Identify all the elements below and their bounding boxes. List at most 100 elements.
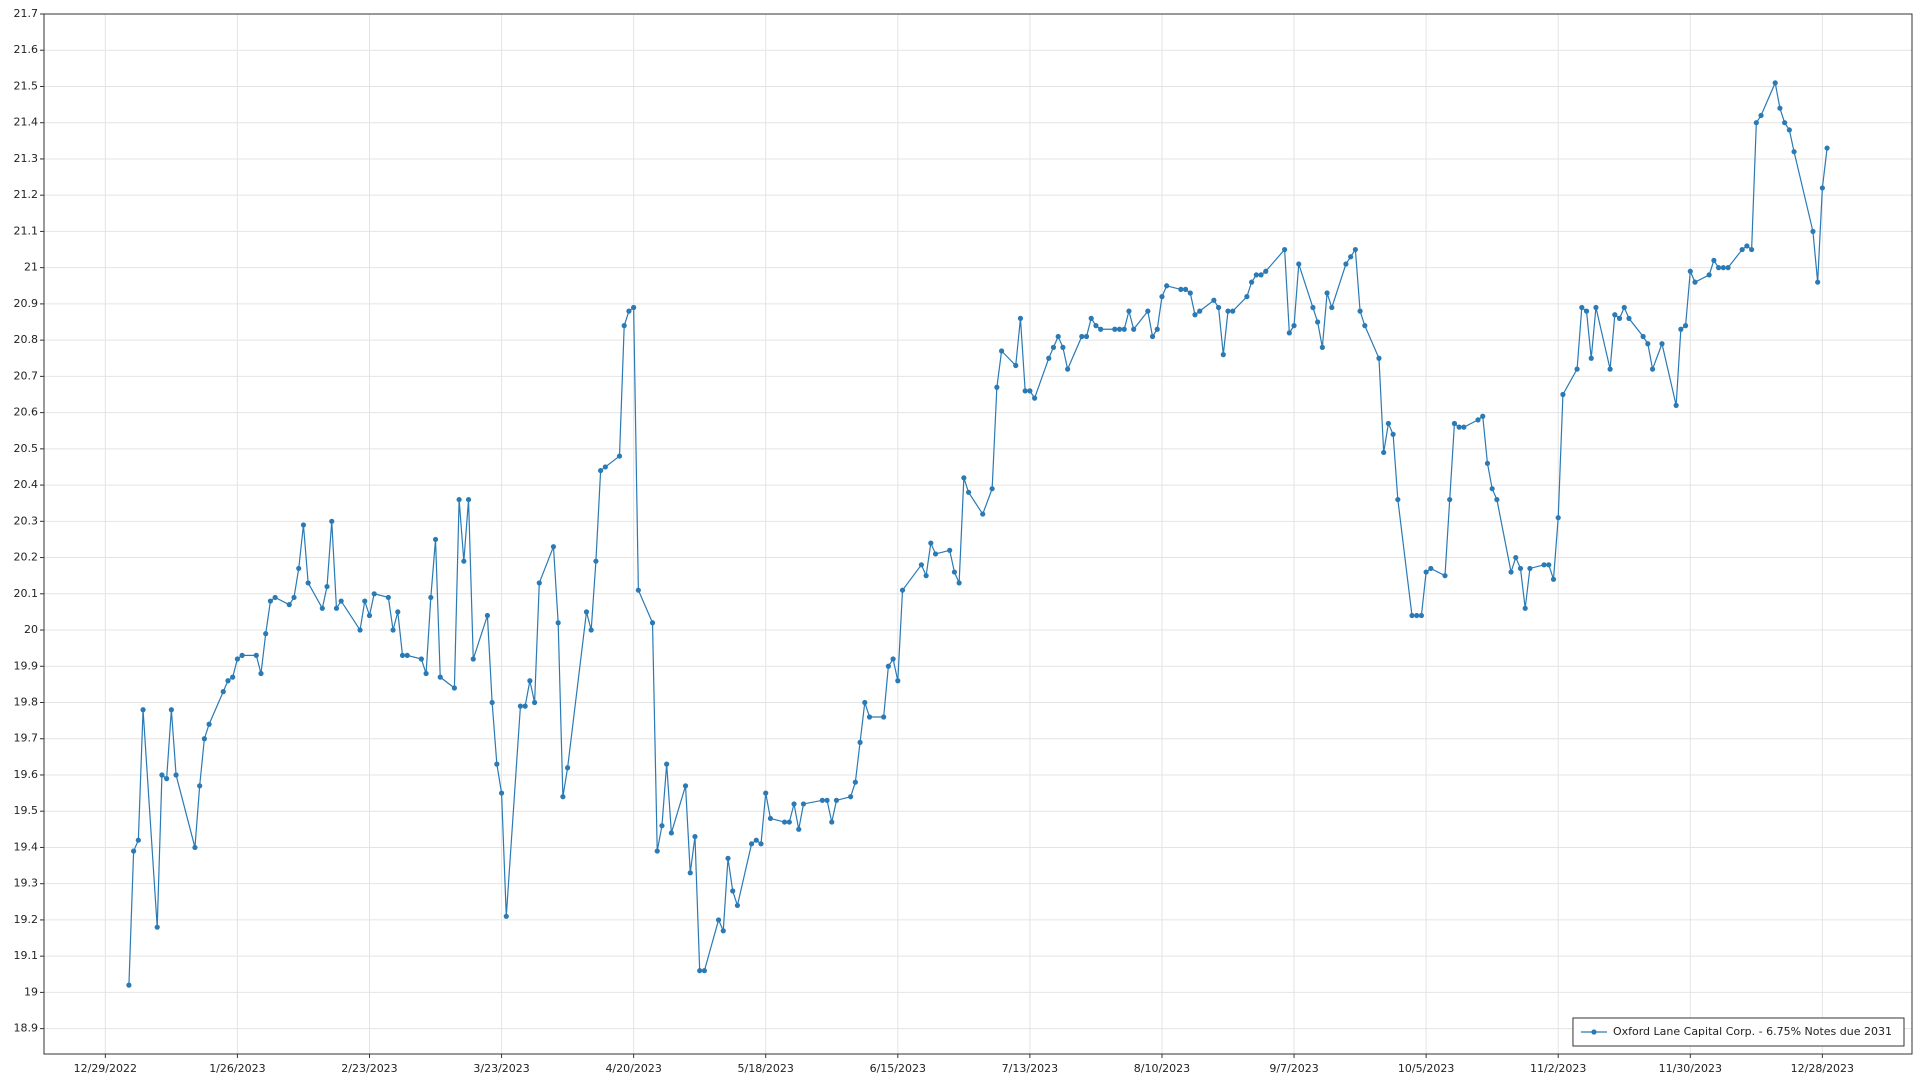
data-point xyxy=(206,721,212,727)
data-point xyxy=(1230,308,1236,314)
data-point xyxy=(796,826,802,832)
data-point xyxy=(286,602,292,608)
data-point xyxy=(947,547,953,553)
data-point xyxy=(1720,265,1726,271)
data-point xyxy=(862,699,868,706)
data-point xyxy=(1824,145,1830,151)
data-point xyxy=(197,783,203,789)
data-point xyxy=(555,620,561,626)
data-point xyxy=(682,783,689,789)
data-point xyxy=(1225,308,1231,314)
data-point xyxy=(338,598,344,604)
data-point xyxy=(357,627,363,633)
data-point xyxy=(418,656,424,662)
data-point xyxy=(626,308,632,314)
y-tick-label: 19.7 xyxy=(14,732,39,745)
data-point xyxy=(1248,279,1255,285)
data-point xyxy=(1258,272,1264,278)
data-point xyxy=(494,761,500,767)
data-point xyxy=(126,982,132,988)
data-point xyxy=(1711,257,1717,264)
data-point xyxy=(1447,496,1453,503)
data-point xyxy=(1749,246,1755,253)
data-point xyxy=(560,794,566,800)
data-point xyxy=(296,565,302,572)
data-point xyxy=(664,761,670,767)
data-point xyxy=(1626,315,1632,321)
data-point xyxy=(135,837,141,843)
y-tick-label: 20 xyxy=(24,623,38,636)
data-point xyxy=(1484,460,1491,466)
data-point xyxy=(852,779,858,785)
data-point xyxy=(1758,112,1764,119)
x-tick-label: 2/23/2023 xyxy=(341,1062,397,1075)
data-point xyxy=(470,656,476,662)
data-point xyxy=(1621,304,1627,311)
data-point xyxy=(258,670,264,677)
data-point xyxy=(404,652,410,658)
x-tick-label: 11/30/2023 xyxy=(1659,1062,1722,1075)
data-point xyxy=(1244,294,1250,300)
data-point xyxy=(239,652,245,658)
data-point xyxy=(1640,333,1646,340)
data-point xyxy=(616,453,623,459)
data-point xyxy=(895,678,901,684)
y-tick-label: 19.4 xyxy=(14,840,39,853)
data-point xyxy=(763,790,769,796)
data-point xyxy=(748,841,755,847)
data-point xyxy=(399,652,406,658)
y-tick-label: 20.8 xyxy=(14,333,39,346)
data-point xyxy=(1050,344,1057,350)
data-point xyxy=(923,573,929,579)
data-point xyxy=(1791,149,1797,155)
data-point xyxy=(1810,228,1816,235)
data-point xyxy=(1555,515,1561,521)
data-point xyxy=(701,968,708,974)
data-point xyxy=(371,591,377,597)
x-tick-label: 11/2/2023 xyxy=(1530,1062,1586,1075)
data-point xyxy=(1414,612,1420,619)
data-point xyxy=(899,587,906,593)
data-point xyxy=(1343,261,1349,267)
data-point xyxy=(1381,449,1387,456)
y-tick-label: 21.6 xyxy=(14,43,39,56)
data-point xyxy=(1027,388,1033,394)
data-point xyxy=(1480,413,1486,419)
x-tick-label: 5/18/2023 xyxy=(738,1062,794,1075)
data-point xyxy=(965,489,972,495)
data-point xyxy=(1395,496,1401,503)
y-tick-label: 21.7 xyxy=(14,7,39,20)
data-point xyxy=(1145,308,1151,314)
data-point xyxy=(1706,272,1712,278)
data-point xyxy=(687,870,693,876)
data-point xyxy=(1461,424,1467,430)
data-point xyxy=(1649,366,1656,372)
x-tick-label: 12/29/2022 xyxy=(74,1062,137,1075)
data-point xyxy=(565,765,571,771)
data-point xyxy=(1060,344,1066,350)
data-point xyxy=(1819,185,1825,191)
data-point xyxy=(1725,265,1731,271)
data-point xyxy=(1126,308,1132,314)
y-tick-label: 21.3 xyxy=(14,152,39,165)
legend-box xyxy=(1572,1017,1905,1047)
data-point xyxy=(800,801,807,807)
data-point xyxy=(730,888,736,894)
data-point xyxy=(951,569,958,575)
data-point xyxy=(1687,268,1693,274)
data-point xyxy=(1409,612,1415,619)
data-point xyxy=(1324,290,1330,296)
y-tick-label: 19.2 xyxy=(14,913,39,926)
data-point xyxy=(1527,565,1533,572)
data-point xyxy=(602,464,608,470)
data-point xyxy=(1348,254,1354,260)
data-point xyxy=(159,772,165,778)
data-point xyxy=(1187,290,1193,296)
data-point xyxy=(1286,330,1292,336)
data-point xyxy=(489,699,495,706)
data-point xyxy=(1682,323,1689,329)
data-point xyxy=(503,913,509,919)
data-point xyxy=(734,902,741,909)
y-tick-label: 21.2 xyxy=(14,188,39,201)
data-point xyxy=(791,801,797,807)
